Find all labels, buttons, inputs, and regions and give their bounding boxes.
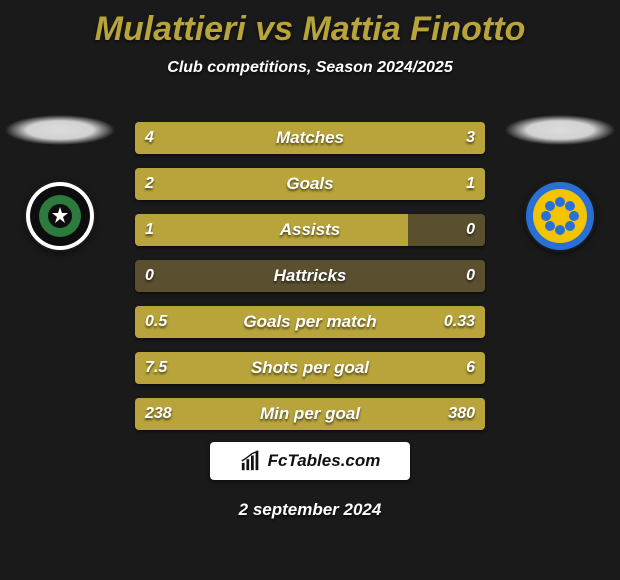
subtitle: Club competitions, Season 2024/2025 [0, 59, 620, 77]
left-team-panel [0, 110, 120, 252]
stat-value-left: 0.5 [135, 306, 177, 338]
chart-icon [240, 450, 262, 472]
brand-badge[interactable]: FcTables.com [210, 442, 410, 480]
stat-value-left: 2 [135, 168, 164, 200]
stat-bars-container: Matches43Goals21Assists10Hattricks00Goal… [135, 122, 485, 430]
stat-label: Goals per match [135, 306, 485, 338]
stat-value-right: 380 [438, 398, 485, 430]
stat-value-left: 238 [135, 398, 182, 430]
stat-value-left: 7.5 [135, 352, 177, 384]
stat-bar: Matches4 3 [135, 122, 485, 154]
vs-text: vs [255, 10, 293, 48]
stat-value-right: 0.33 [434, 306, 485, 338]
stat-bar: Assists1 0 [135, 214, 485, 246]
stat-bar: Hattricks0 0 [135, 260, 485, 292]
stat-value-right: 6 [456, 352, 485, 384]
player-left-name: Mulattieri [95, 10, 246, 48]
stat-label: Matches [135, 122, 485, 154]
stat-bar: Goals per match0.5 0.33 [135, 306, 485, 338]
team-crest-left [24, 180, 96, 252]
player-right-name: Mattia Finotto [303, 10, 526, 48]
stat-value-right: 0 [456, 260, 485, 292]
stat-label: Min per goal [135, 398, 485, 430]
stat-bar: Shots per goal7.5 6 [135, 352, 485, 384]
stat-value-right: 3 [456, 122, 485, 154]
stat-bar: Min per goal238 380 [135, 398, 485, 430]
stat-value-right: 0 [456, 214, 485, 246]
stat-value-left: 1 [135, 214, 164, 246]
stat-label: Assists [135, 214, 485, 246]
player-silhouette-left [0, 110, 120, 150]
brand-text: FcTables.com [268, 451, 381, 471]
stat-value-left: 4 [135, 122, 164, 154]
right-team-panel [500, 110, 620, 252]
stat-label: Shots per goal [135, 352, 485, 384]
date-text: 2 september 2024 [0, 500, 620, 520]
stat-value-right: 1 [456, 168, 485, 200]
stat-label: Goals [135, 168, 485, 200]
page-title: Mulattieri vs Mattia Finotto [0, 0, 620, 49]
stat-label: Hattricks [135, 260, 485, 292]
player-silhouette-right [500, 110, 620, 150]
stat-value-left: 0 [135, 260, 164, 292]
team-crest-right [524, 180, 596, 252]
stat-bar: Goals2 1 [135, 168, 485, 200]
